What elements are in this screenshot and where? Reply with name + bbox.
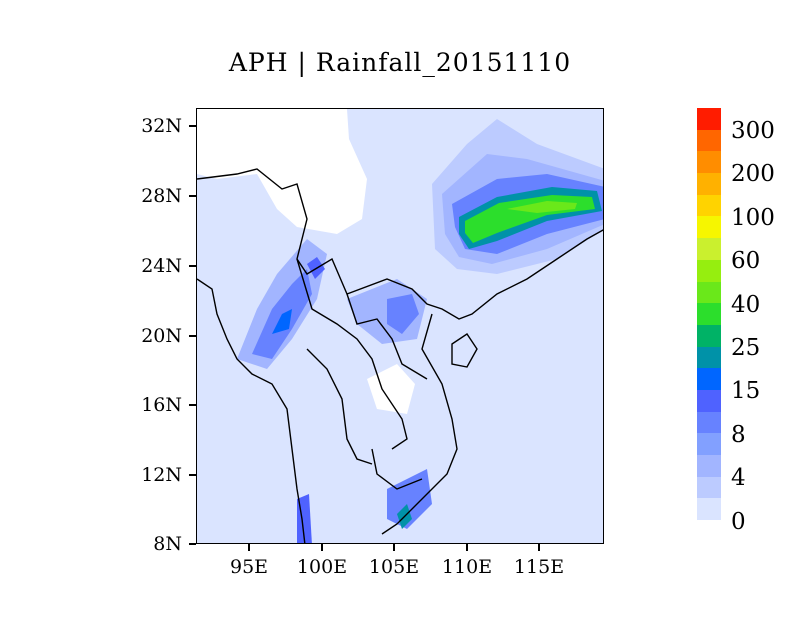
colorbar-label: 4 xyxy=(731,465,746,492)
lat-tick xyxy=(189,195,196,197)
lat-label: 8N xyxy=(153,533,182,555)
colorbar-cell xyxy=(697,151,721,174)
colorbar-cell xyxy=(697,476,721,499)
colorbar-cell xyxy=(697,238,721,260)
lon-label: 105E xyxy=(368,556,420,578)
colorbar-label: 8 xyxy=(731,421,746,448)
colorbar-cell xyxy=(697,259,721,282)
lon-label: 115E xyxy=(513,556,565,578)
colorbar-cell xyxy=(697,411,721,434)
colorbar-cell xyxy=(697,455,721,477)
colorbar-cell xyxy=(697,194,721,217)
lat-tick xyxy=(189,543,196,545)
lon-tick xyxy=(321,544,323,551)
lat-tick xyxy=(189,265,196,267)
colorbar-cell xyxy=(697,303,721,325)
lat-tick xyxy=(189,474,196,476)
country-borders xyxy=(197,168,603,543)
colorbar-cell xyxy=(697,368,721,390)
lat-label: 24N xyxy=(141,255,182,277)
colorbar-cell xyxy=(697,129,721,152)
rainfall-map xyxy=(196,108,604,544)
lon-tick xyxy=(538,544,540,551)
lon-tick xyxy=(248,544,250,551)
colorbar-label: 40 xyxy=(731,291,761,318)
lat-tick xyxy=(189,125,196,127)
colorbar-label: 200 xyxy=(731,161,775,188)
colorbar-cell xyxy=(697,324,721,347)
colorbar-cell xyxy=(697,433,721,455)
lon-tick xyxy=(466,544,468,551)
lat-label: 32N xyxy=(141,115,182,137)
colorbar-label: 60 xyxy=(731,248,761,275)
dry-area-north xyxy=(197,109,367,234)
rain-ne-peak xyxy=(507,201,577,213)
colorbar-cell xyxy=(697,346,721,369)
lat-label: 12N xyxy=(141,464,182,486)
lon-label: 110E xyxy=(441,556,493,578)
colorbar-label: 100 xyxy=(731,204,775,231)
lon-label: 95E xyxy=(229,556,269,578)
colorbar-label: 15 xyxy=(731,378,761,405)
rainfall-map-svg xyxy=(197,109,603,543)
lat-tick xyxy=(189,335,196,337)
colorbar-label: 0 xyxy=(731,508,746,535)
lat-label: 20N xyxy=(141,325,182,347)
colorbar xyxy=(697,108,721,521)
lat-label: 28N xyxy=(141,185,182,207)
plot-title: APH | Rainfall_20151110 xyxy=(228,48,572,77)
colorbar-cell xyxy=(697,173,721,195)
colorbar-label: 300 xyxy=(731,118,775,144)
rain-vietnam-north-core xyxy=(387,294,419,334)
lon-label: 100E xyxy=(296,556,348,578)
lat-tick xyxy=(189,404,196,406)
lat-label: 16N xyxy=(141,394,182,416)
dry-area-laos xyxy=(367,364,415,414)
colorbar-cell xyxy=(697,216,721,239)
rain-peninsula xyxy=(297,494,312,543)
colorbar-cell xyxy=(697,498,721,521)
colorbar-cell xyxy=(697,281,721,304)
colorbar-cell xyxy=(697,389,721,412)
colorbar-label: 25 xyxy=(731,335,761,361)
colorbar-cell xyxy=(697,108,721,130)
lon-tick xyxy=(393,544,395,551)
rain-myanmar-heavy xyxy=(272,309,292,334)
